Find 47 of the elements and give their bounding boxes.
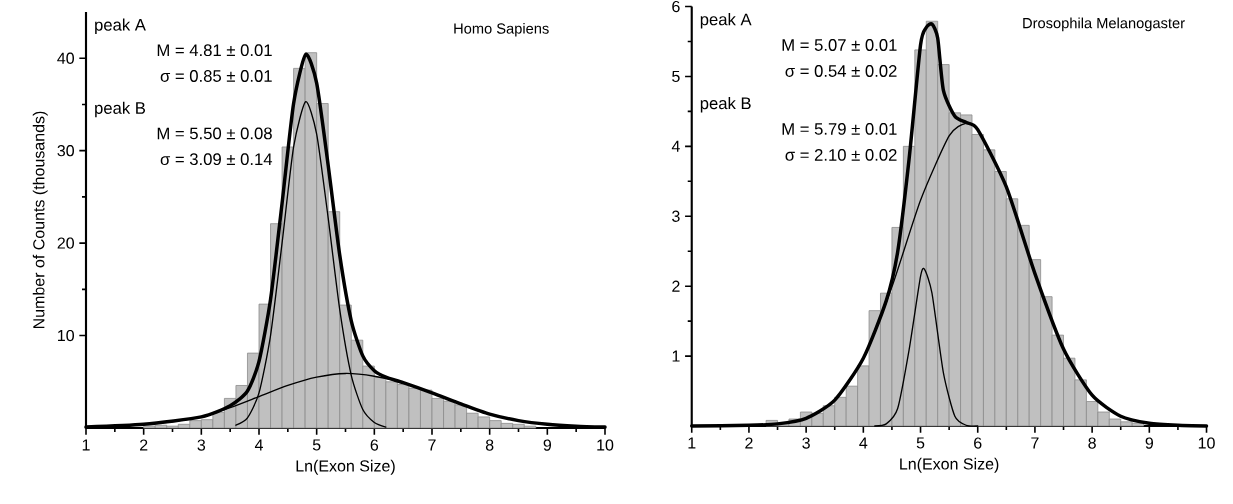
annotation: peak B <box>95 101 146 118</box>
text: Drosophila Melanogaster <box>1023 17 1185 32</box>
x-tick-label: 10 <box>1198 437 1215 449</box>
y-tick-label: 4 <box>671 140 680 152</box>
y-tick-label: 10 <box>58 329 74 342</box>
x-tick-label: 1 <box>82 439 90 451</box>
x-tick-label: 2 <box>745 437 753 449</box>
x-tick-label: 4 <box>254 439 263 451</box>
y-tick-label: 30 <box>57 145 74 157</box>
x-tick-label: 3 <box>802 437 810 449</box>
x-tick-label: 9 <box>543 439 552 451</box>
annotation: σ = 3.09 ± 0.14 <box>160 153 273 166</box>
x-tick-label: 7 <box>1031 437 1039 449</box>
annotation: M = 5.07 ± 0.01 <box>782 39 897 51</box>
x-tick-label: 8 <box>485 439 494 451</box>
x-tick-label: 7 <box>428 439 436 451</box>
annotation: M = 5.50 ± 0.08 <box>157 127 272 140</box>
annotation: peak A <box>95 18 146 35</box>
y-tick-label: 5 <box>672 70 680 83</box>
y-tick-label: 20 <box>57 237 74 249</box>
y-tick-label: 2 <box>672 280 680 292</box>
annotation: peak B <box>700 96 751 113</box>
annotation: σ = 2.10 ± 0.02 <box>785 149 897 161</box>
x-tick-label: 8 <box>1088 437 1096 449</box>
x-tick-label: 5 <box>312 439 321 451</box>
x-tick-label: 4 <box>859 437 868 449</box>
annotation: M = 4.81 ± 0.01 <box>157 44 272 57</box>
x-tick-label: 9 <box>1145 437 1154 449</box>
y-axis-title: Number of Counts (thousands) <box>32 111 48 329</box>
x-axis-title: Ln(Exon Size) <box>900 457 999 473</box>
x-tick-label: 10 <box>597 439 614 451</box>
x-axis-title: Ln(Exon Size) <box>296 459 395 475</box>
annotation: σ = 0.54 ± 0.02 <box>785 65 897 77</box>
text: Homo Sapiens <box>454 22 549 37</box>
x-tick-label: 1 <box>688 437 696 449</box>
annotation: peak A <box>700 13 752 29</box>
x-tick-label: 6 <box>974 437 982 449</box>
y-tick-label: 1 <box>672 350 680 362</box>
x-tick-label: 6 <box>370 439 379 451</box>
annotation: M = 5.79 ± 0.01 <box>782 123 897 135</box>
x-tick-label: 2 <box>140 439 148 451</box>
y-tick-label: 40 <box>57 52 74 64</box>
y-tick-label: 3 <box>672 210 680 222</box>
x-tick-label: 5 <box>916 437 925 449</box>
annotation: σ = 0.85 ± 0.01 <box>160 70 272 82</box>
y-tick-label: 6 <box>672 0 680 13</box>
x-tick-label: 3 <box>197 439 206 451</box>
